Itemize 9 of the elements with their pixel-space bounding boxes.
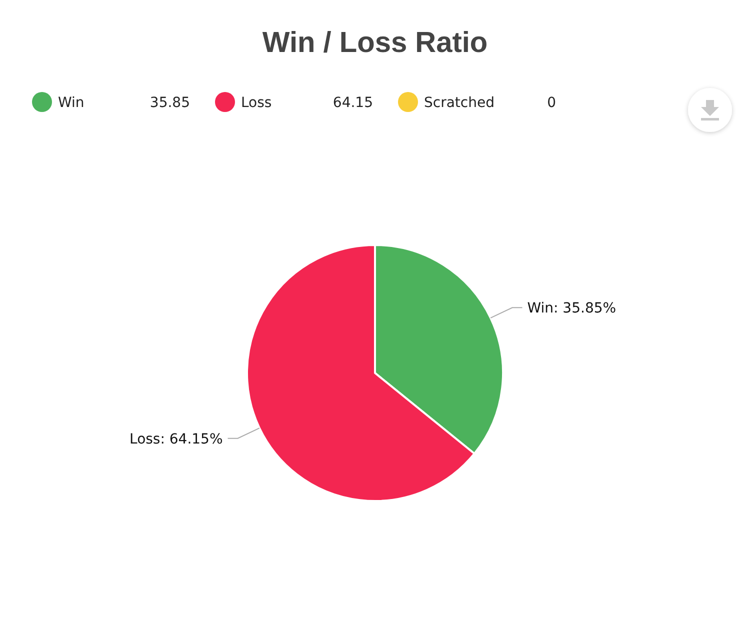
text: 64.15 bbox=[332, 94, 373, 111]
data-label: Loss: 64.15% bbox=[130, 431, 223, 448]
data-label: Win: 35.85% bbox=[527, 300, 616, 317]
legend-label: Win bbox=[58, 94, 84, 111]
text: 35.85 bbox=[150, 94, 190, 111]
legend-label: Scratched bbox=[424, 94, 494, 111]
text: 0 bbox=[547, 94, 556, 111]
legend-label: Loss bbox=[241, 94, 272, 111]
chart-title: Win / Loss Ratio bbox=[262, 27, 488, 60]
